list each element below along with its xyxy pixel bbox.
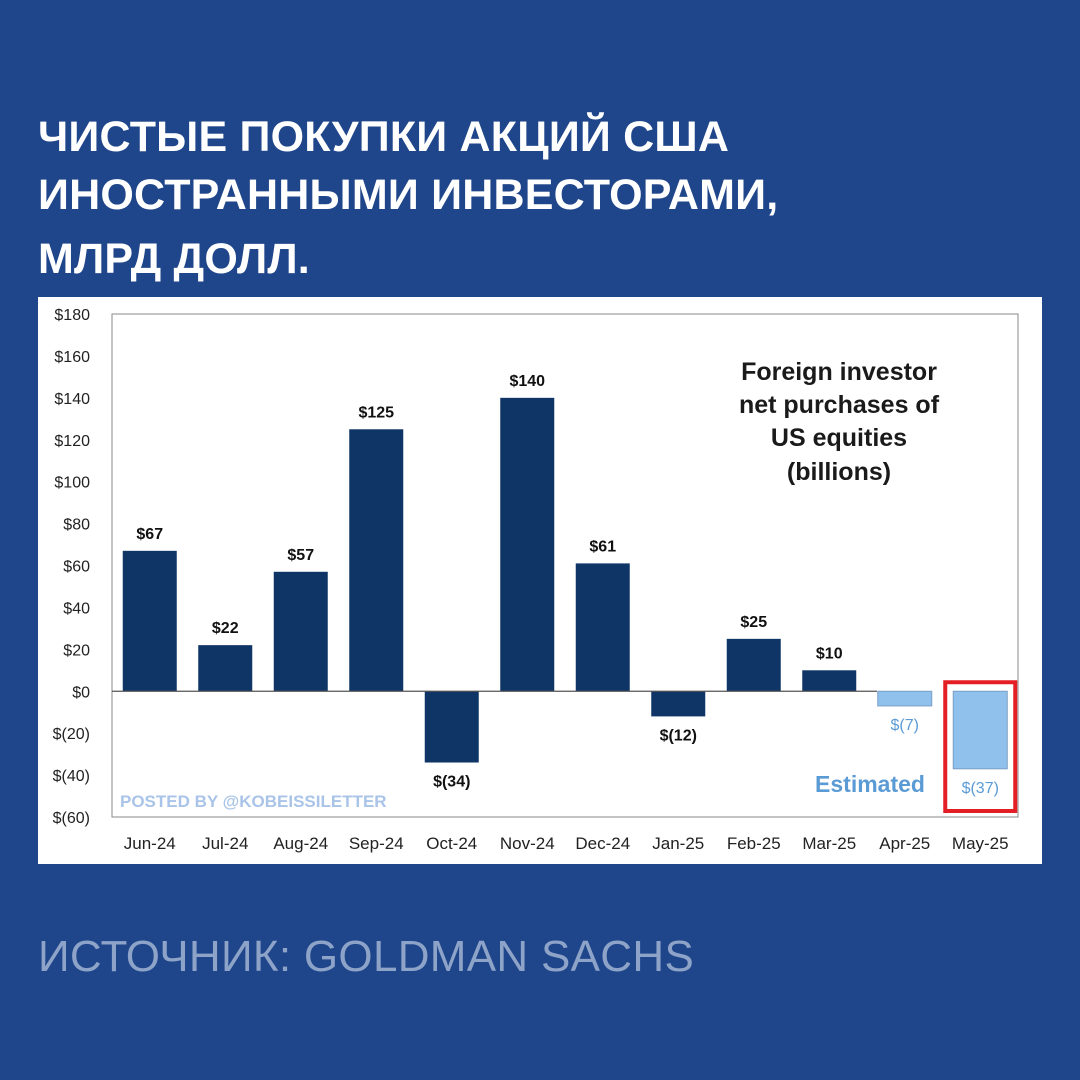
chart-title-line-3: US equities xyxy=(771,424,907,452)
value-label: $67 xyxy=(136,526,163,543)
x-tick-label: Mar-25 xyxy=(802,834,856,853)
x-tick-label: May-25 xyxy=(952,834,1009,853)
value-label: $25 xyxy=(740,614,767,631)
x-tick-label: Feb-25 xyxy=(727,834,781,853)
value-label: $125 xyxy=(358,404,394,421)
chart-title-line-2: net purchases of xyxy=(739,391,940,419)
headline-line-1: ЧИСТЫЕ ПОКУПКИ АКЦИЙ США xyxy=(38,113,730,161)
y-tick-label: $80 xyxy=(63,517,90,534)
value-label: $(12) xyxy=(660,727,697,744)
headline: ЧИСТЫЕ ПОКУПКИ АКЦИЙ США ИНОСТРАННЫМИ ИН… xyxy=(38,108,1038,288)
source-credit: ИСТОЧНИК: GOLDMAN SACHS xyxy=(38,932,695,981)
plot-frame xyxy=(111,313,1019,818)
y-tick-label: $20 xyxy=(63,642,90,659)
y-tick-label: $100 xyxy=(54,475,90,492)
chart-panel: $180 $160 $140 $120 $100 $80 $60 $40 $20 $0 $(20) $… xyxy=(38,297,1042,864)
estimated-label: Estimated xyxy=(815,771,925,797)
x-tick-label: Jan-25 xyxy=(652,834,704,853)
value-label: $10 xyxy=(816,645,843,662)
value-label: $(34) xyxy=(433,774,470,791)
y-tick-label: $140 xyxy=(54,391,90,408)
bar-feb-25 xyxy=(726,638,781,692)
value-label: $140 xyxy=(509,373,545,390)
y-tick-label: $120 xyxy=(54,433,90,450)
y-tick-label: $40 xyxy=(63,600,90,617)
y-tick-label: $60 xyxy=(63,559,90,576)
x-tick-label: Nov-24 xyxy=(500,834,555,853)
value-label: $(7) xyxy=(891,717,919,734)
y-tick-label: $160 xyxy=(54,349,90,366)
bar-jan-25 xyxy=(651,691,706,717)
bar-chart: $180 $160 $140 $120 $100 $80 $60 $40 $20 $0 $(20) $… xyxy=(53,307,1019,853)
x-tick-label: Dec-24 xyxy=(575,834,630,853)
headline-line-2: ИНОСТРАННЫМИ ИНВЕСТОРАМИ, xyxy=(38,171,779,219)
x-tick-label: Jun-24 xyxy=(124,834,176,853)
x-tick-label: Oct-24 xyxy=(426,834,477,853)
headline-line-3: МЛРД ДОЛЛ. xyxy=(38,235,310,283)
chart-title-line-1: Foreign investor xyxy=(741,358,937,386)
y-tick-label: $(40) xyxy=(53,768,90,785)
bar-mar-25 xyxy=(802,670,857,692)
value-label: $61 xyxy=(589,538,616,555)
x-tick-label: Apr-25 xyxy=(879,834,930,853)
bar-oct-24 xyxy=(424,691,479,763)
watermark-text: POSTED BY @KOBEISSILETTER xyxy=(120,792,387,811)
value-label: $(37) xyxy=(962,780,999,797)
x-tick-label: Sep-24 xyxy=(349,834,404,853)
bar-dec-24 xyxy=(575,563,630,692)
highlight-box xyxy=(943,680,1018,813)
bar-apr-25 xyxy=(877,690,933,707)
bar-aug-24 xyxy=(273,571,328,692)
bar-nov-24 xyxy=(500,397,555,692)
x-tick-label: Jul-24 xyxy=(202,834,248,853)
y-tick-label: $(20) xyxy=(53,726,90,743)
y-tick-label: $(60) xyxy=(53,810,90,827)
bar-sep-24 xyxy=(349,429,404,692)
y-tick-label: $0 xyxy=(72,684,90,701)
value-label: $22 xyxy=(212,620,239,637)
bar-may-25 xyxy=(952,690,1008,770)
chart-title-line-4: (billions) xyxy=(787,458,891,486)
bar-jun-24 xyxy=(122,550,177,692)
bar-jul-24 xyxy=(198,645,253,692)
value-label: $57 xyxy=(287,547,314,564)
y-tick-label: $180 xyxy=(54,307,90,324)
x-tick-label: Aug-24 xyxy=(273,834,328,853)
